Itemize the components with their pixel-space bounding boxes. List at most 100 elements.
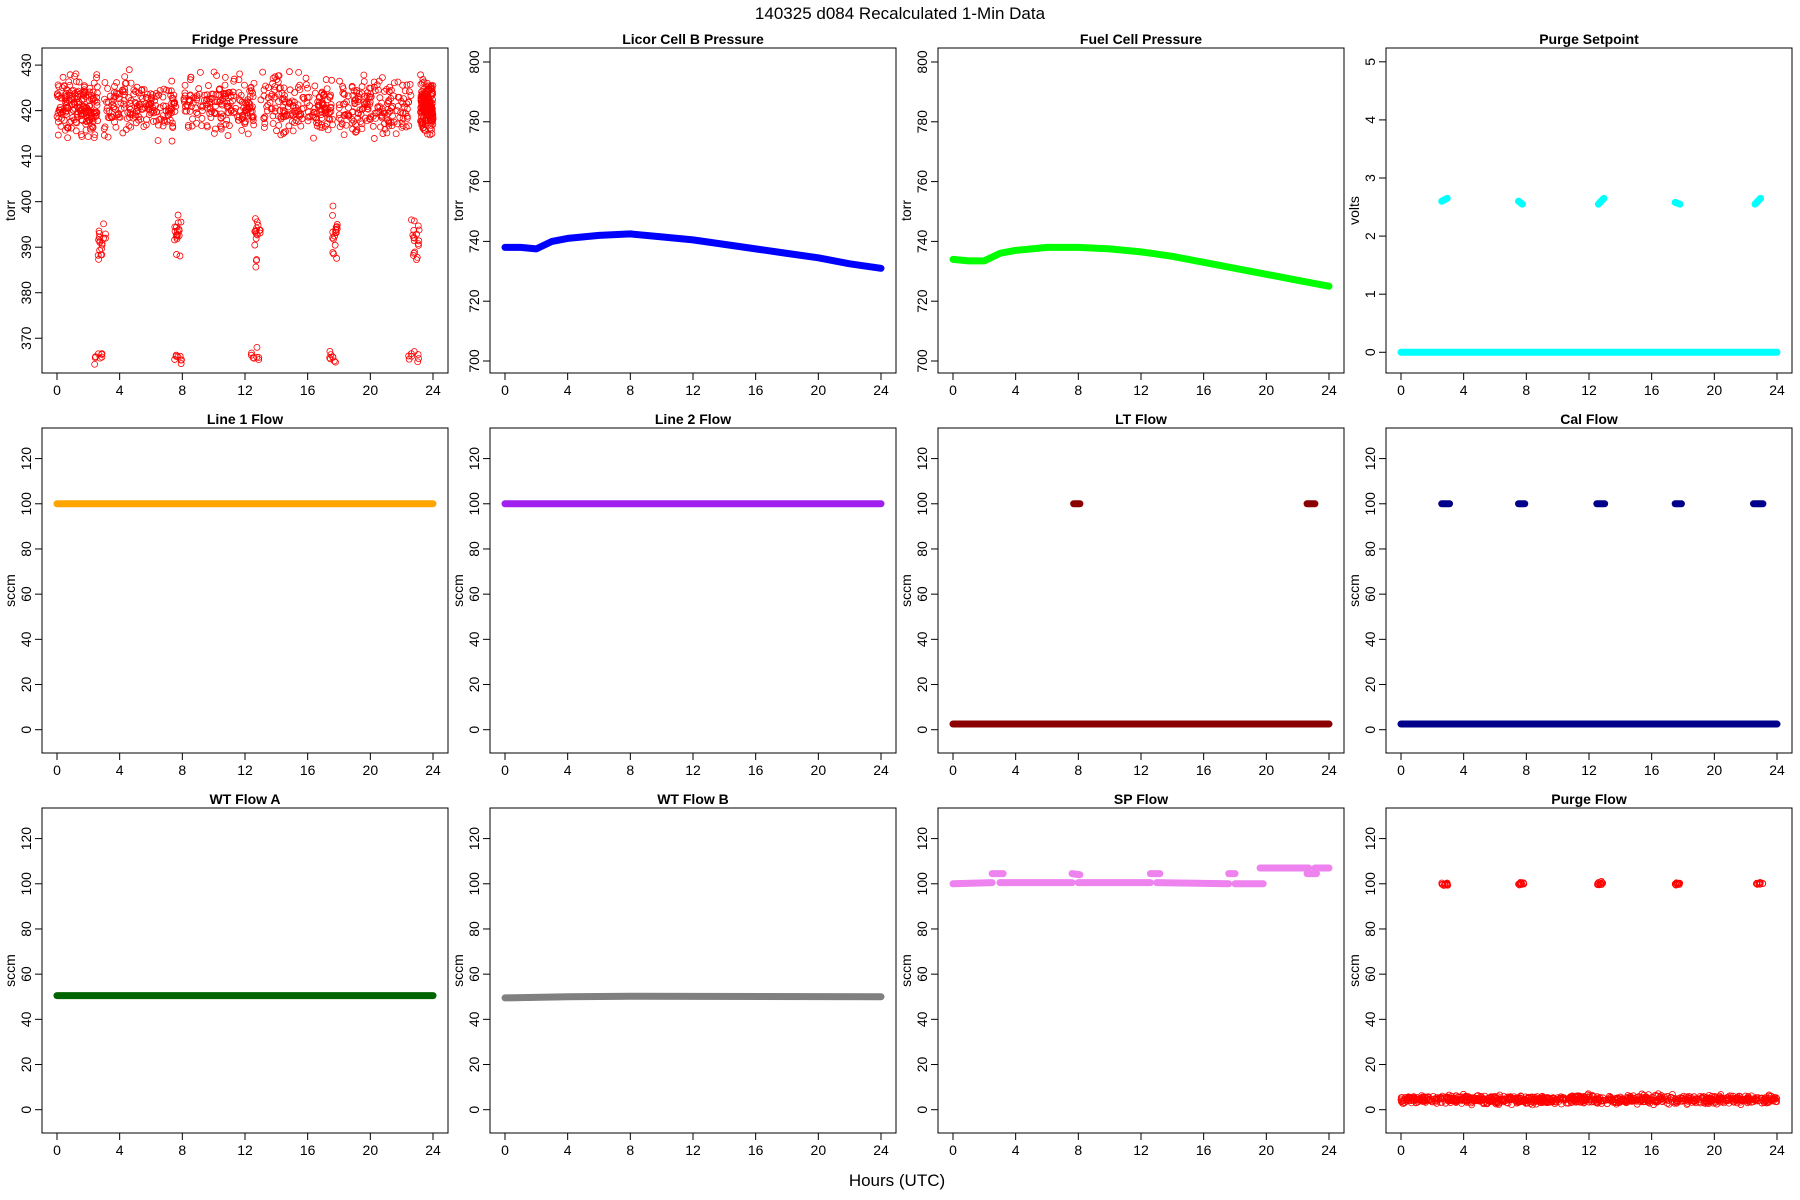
data-point	[285, 98, 293, 106]
data-point	[208, 108, 215, 116]
y-tick-label: 20	[18, 1057, 34, 1073]
y-tick-label: 100	[18, 492, 34, 516]
panel-title: SP Flow	[1114, 791, 1168, 807]
y-tick-label: 120	[18, 447, 34, 471]
x-tick-label: 4	[1012, 762, 1020, 778]
data-point	[93, 71, 101, 78]
y-tick-label: 40	[18, 631, 34, 647]
x-tick-label: 20	[1259, 382, 1275, 398]
data-series	[1397, 194, 1781, 356]
data-point	[388, 104, 395, 112]
data-point	[313, 122, 321, 130]
data-point	[146, 101, 153, 109]
data-point	[93, 89, 101, 97]
x-tick-label: 12	[237, 1142, 253, 1158]
data-point	[325, 115, 333, 123]
x-tick-label: 16	[1196, 382, 1212, 398]
data-point	[198, 115, 206, 122]
data-point	[310, 113, 317, 121]
data-point	[350, 117, 358, 125]
data-point	[173, 251, 180, 258]
y-tick-label: 2	[1362, 232, 1378, 240]
y-tick-label: 20	[466, 1057, 482, 1073]
data-point	[1438, 1092, 1446, 1100]
x-tick-label: 4	[116, 762, 124, 778]
data-point	[1583, 1095, 1591, 1103]
series-segment	[949, 879, 996, 888]
data-point	[152, 93, 160, 100]
data-point	[300, 104, 307, 112]
data-point	[261, 120, 269, 127]
panel-title: Licor Cell B Pressure	[622, 31, 764, 47]
y-tick-label: 20	[18, 677, 34, 693]
data-point	[425, 116, 432, 124]
data-point	[330, 235, 337, 243]
data-point	[373, 81, 381, 89]
data-point	[303, 94, 311, 101]
data-point	[329, 121, 336, 129]
data-point	[215, 91, 223, 99]
x-tick-label: 16	[300, 382, 316, 398]
y-tick-label: 120	[1362, 827, 1378, 851]
data-point	[78, 105, 86, 113]
data-point	[380, 109, 387, 117]
x-tick-label: 12	[685, 1142, 701, 1158]
data-point	[267, 105, 275, 113]
data-point	[260, 124, 268, 131]
data-point	[146, 111, 153, 118]
panel-title: Purge Setpoint	[1539, 31, 1639, 47]
data-point	[379, 130, 387, 137]
x-tick-label: 16	[748, 762, 764, 778]
data-point	[1671, 1095, 1679, 1103]
data-point	[1622, 1098, 1630, 1106]
data-point	[96, 354, 104, 362]
data-point	[172, 352, 180, 360]
data-point	[138, 86, 146, 93]
panel-title: Line 2 Flow	[655, 411, 731, 427]
data-point	[178, 356, 185, 364]
data-point	[1672, 879, 1680, 887]
data-point	[59, 73, 67, 81]
x-tick-label: 24	[425, 382, 441, 398]
data-point	[85, 111, 93, 119]
figure-xlabel: Hours (UTC)	[849, 1171, 945, 1190]
data-point	[417, 117, 424, 125]
data-point	[73, 88, 81, 96]
data-point	[1708, 1097, 1716, 1105]
y-axis-label: volts	[1346, 196, 1362, 225]
data-point	[70, 87, 77, 94]
data-point	[1765, 1097, 1772, 1105]
data-point	[159, 93, 167, 101]
data-point	[94, 117, 102, 125]
data-point	[119, 129, 127, 137]
data-point	[100, 220, 107, 228]
data-point	[345, 111, 353, 119]
x-tick-label: 0	[1397, 1142, 1405, 1158]
data-point	[160, 85, 168, 93]
data-point	[1587, 1096, 1594, 1104]
data-point	[321, 109, 329, 117]
chart-panel-5: Line 1 Flow sccm 0 4 8 12 16 20 24 0 20 40 60 80 100 12…	[2, 411, 449, 778]
data-point	[174, 219, 182, 227]
data-point	[70, 116, 78, 124]
data-point	[1725, 1099, 1733, 1107]
data-point	[263, 103, 271, 111]
data-point	[331, 241, 339, 249]
data-point	[93, 74, 100, 82]
data-point	[121, 73, 129, 81]
data-point	[337, 116, 345, 124]
data-point	[78, 133, 86, 140]
x-tick-label: 8	[626, 1142, 634, 1158]
chart-panel-2: Licor Cell B Pressure torr 0 4 8 12 16 20 24 700 7…	[450, 31, 897, 398]
data-point	[98, 350, 106, 358]
x-tick-label: 24	[1769, 1142, 1785, 1158]
data-point	[1443, 1093, 1451, 1101]
data-point	[1439, 1095, 1446, 1102]
data-point	[168, 94, 176, 102]
data-point	[280, 130, 287, 137]
data-point	[333, 254, 341, 262]
data-point	[332, 223, 340, 231]
data-point	[62, 97, 69, 105]
data-point	[414, 222, 422, 230]
